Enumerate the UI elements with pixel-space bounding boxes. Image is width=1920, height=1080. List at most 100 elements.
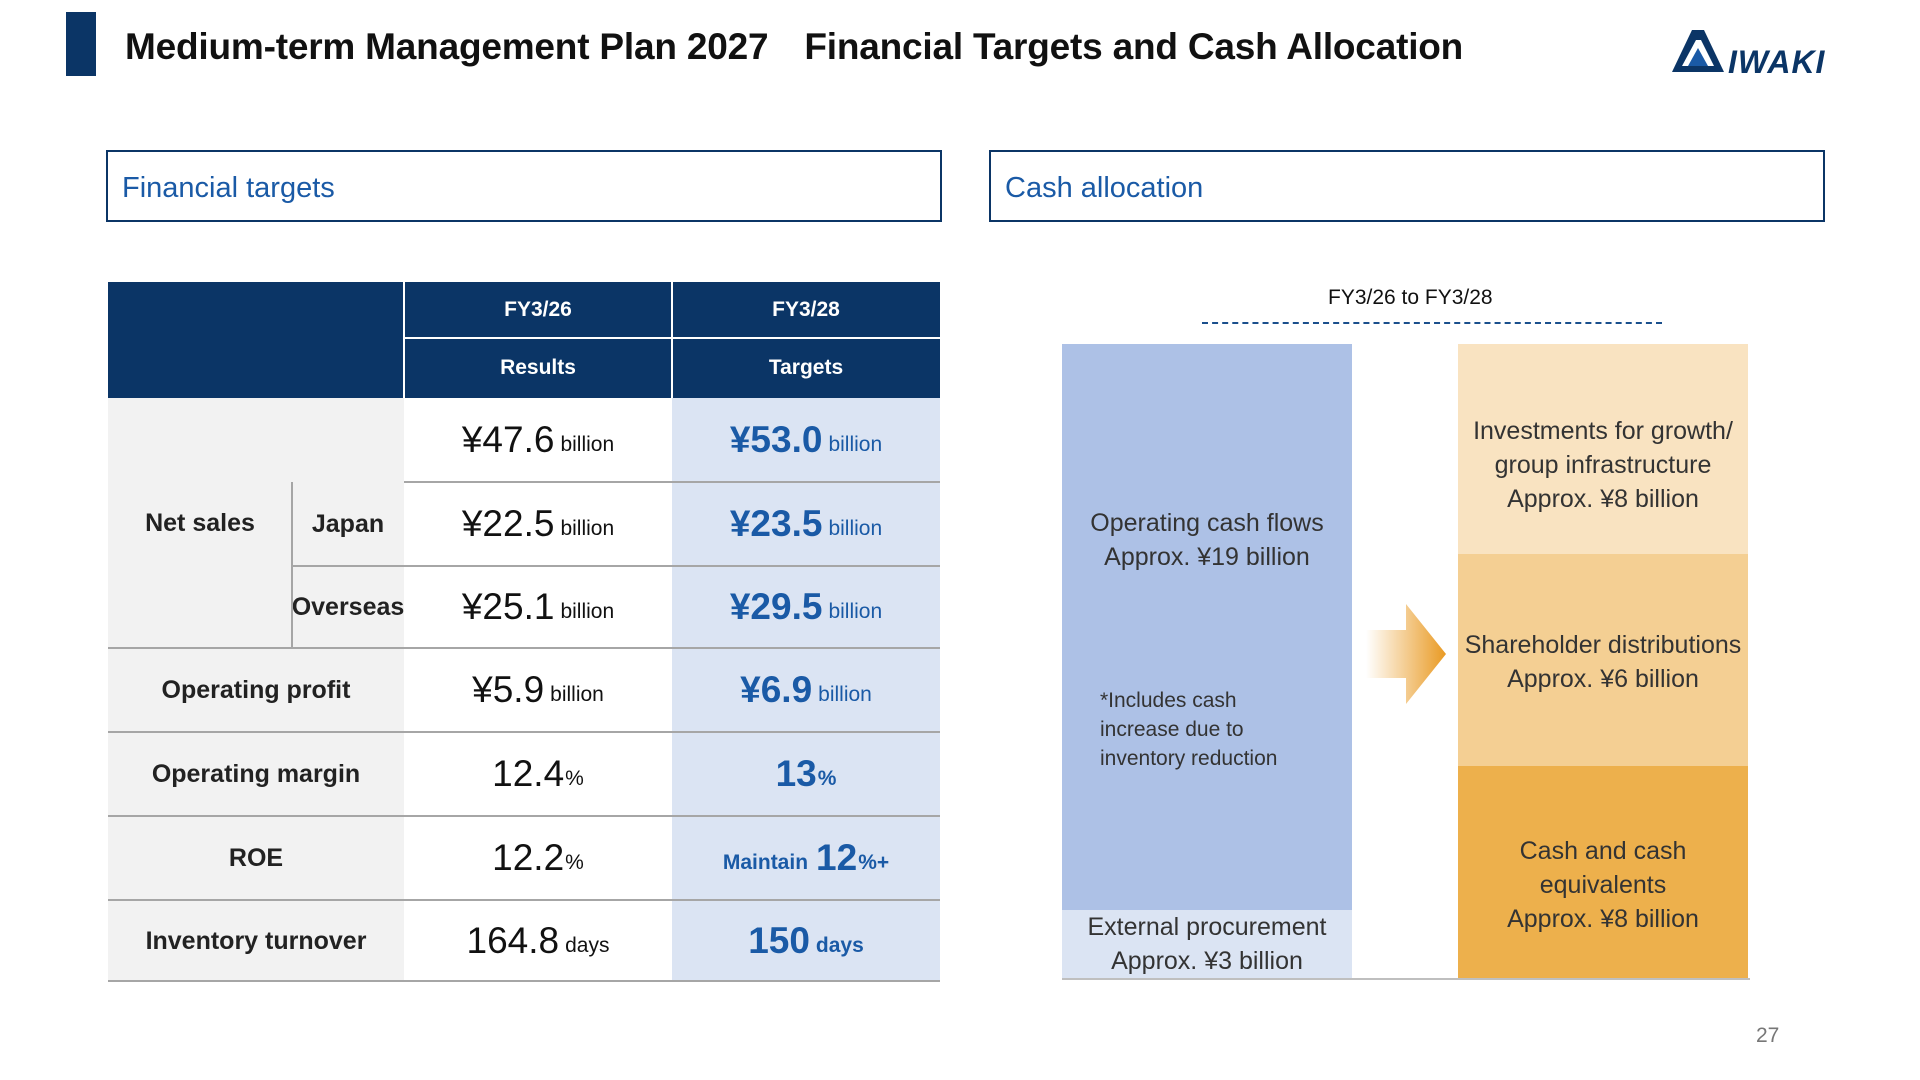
external-procurement-label: External procurement: [1087, 913, 1327, 941]
investments-block: Investments for growth/ group infrastruc…: [1458, 344, 1748, 554]
page-number: 27: [1756, 1024, 1780, 1047]
unit: days: [565, 934, 610, 957]
note-line: increase due to: [1100, 718, 1244, 741]
unit: %: [817, 767, 837, 790]
cash-equivalents-line-1: Cash and cash: [1519, 837, 1687, 865]
unit: billion: [828, 600, 883, 623]
value: ¥53.0: [729, 419, 823, 460]
external-procurement-amount: Approx. ¥3 billion: [1111, 947, 1303, 975]
inventory-note: *Includes cash increase due to inventory…: [1100, 686, 1277, 773]
title-accent-bar: [66, 12, 96, 76]
col-divider-sublabel: [291, 482, 293, 648]
row-label-roe: ROE: [108, 816, 404, 900]
overseas-sales-result: ¥25.1 billion: [404, 566, 672, 648]
operating-cf-amount: Approx. ¥19 billion: [1104, 543, 1310, 571]
value: ¥22.5: [461, 503, 555, 544]
value: ¥6.9: [740, 669, 813, 710]
inventory-turnover-result: 164.8 days: [404, 900, 672, 982]
value: ¥29.5: [729, 586, 823, 627]
col-header-kind-1: Results: [404, 338, 672, 398]
logo-text: IWAKI: [1728, 44, 1826, 80]
logo-triangle-icon: [1672, 30, 1724, 72]
operating-profit-target: ¥6.9 billion: [672, 648, 940, 732]
investments-line-2: group infrastructure: [1494, 451, 1712, 479]
value: ¥23.5: [729, 503, 823, 544]
title-part-1: Medium-term Management Plan 2027: [125, 26, 769, 67]
inventory-turnover-target: 150 days: [672, 900, 940, 982]
value: 12.4: [492, 753, 565, 794]
page-title: Medium-term Management Plan 2027 Financia…: [125, 26, 1463, 68]
external-procurement-block: External procurement Approx. ¥3 billion: [1062, 910, 1352, 978]
value: 12.2: [492, 837, 565, 878]
allocation-arrow-icon: [1366, 604, 1446, 704]
row-divider: [108, 815, 940, 817]
overseas-sales-target: ¥29.5 billion: [672, 566, 940, 648]
operating-cf-label: Operating cash flows: [1090, 509, 1324, 537]
cash-equivalents-block: Cash and cash equivalents Approx. ¥8 bil…: [1458, 766, 1748, 978]
value: 12: [816, 837, 858, 878]
company-logo: IWAKI: [1668, 28, 1858, 80]
unit: billion: [828, 517, 883, 540]
unit: billion: [828, 433, 883, 456]
period-range-label: FY3/26 to FY3/28: [1328, 286, 1493, 309]
value: ¥47.6: [461, 419, 555, 460]
unit: billion: [550, 683, 604, 706]
net-sales-target: ¥53.0 billion: [672, 398, 940, 482]
japan-sales-result: ¥22.5 billion: [404, 482, 672, 566]
row-divider: [108, 899, 940, 901]
unit: billion: [560, 600, 615, 623]
roe-result: 12.2%: [404, 816, 672, 900]
operating-cash-flows-block: Operating cash flows Approx. ¥19 billion: [1062, 344, 1352, 910]
prefix: Maintain: [722, 851, 809, 874]
unit: days: [815, 934, 864, 957]
col-header-period-1: FY3/26: [404, 282, 672, 338]
row-divider: [404, 481, 940, 483]
row-divider: [108, 731, 940, 733]
period-range-dashed-line: [1202, 322, 1662, 324]
operating-margin-target: 13%: [672, 732, 940, 816]
row-sublabel-total: [292, 398, 404, 482]
investments-amount: Approx. ¥8 billion: [1507, 485, 1699, 513]
shareholder-amount: Approx. ¥6 billion: [1507, 665, 1699, 693]
unit: %: [565, 851, 584, 874]
row-label-operating-profit: Operating profit: [108, 648, 404, 732]
table-bottom-border: [108, 980, 940, 982]
col-header-kind-2: Targets: [672, 338, 940, 398]
unit: %: [565, 767, 584, 790]
value: 13: [775, 753, 817, 794]
unit: %+: [858, 851, 890, 874]
row-divider: [108, 647, 940, 649]
cash-equivalents-amount: Approx. ¥8 billion: [1507, 905, 1699, 933]
financial-targets-heading-box: Financial targets: [106, 150, 942, 222]
value: 150: [748, 920, 810, 961]
investments-line-1: Investments for growth/: [1473, 417, 1733, 445]
roe-target: Maintain 12 %+: [672, 816, 940, 900]
japan-sales-target: ¥23.5 billion: [672, 482, 940, 566]
header-col-divider-2: [671, 282, 673, 398]
shareholder-label: Shareholder distributions: [1464, 631, 1742, 659]
title-part-2: Financial Targets and Cash Allocation: [804, 26, 1464, 67]
row-divider: [292, 565, 940, 567]
value: 164.8: [466, 920, 560, 961]
net-sales-result: ¥47.6 billion: [404, 398, 672, 482]
value: ¥5.9: [472, 669, 545, 710]
header-col-divider-1: [403, 282, 405, 398]
chart-baseline: [1062, 978, 1750, 980]
row-sublabel-japan: Japan: [292, 482, 404, 566]
row-sublabel-overseas: Overseas: [292, 566, 404, 648]
unit: billion: [818, 683, 872, 706]
unit: billion: [560, 517, 615, 540]
cash-allocation-heading: Cash allocation: [1005, 172, 1204, 204]
row-label-net-sales: Net sales: [108, 398, 292, 648]
note-line: inventory reduction: [1100, 747, 1278, 770]
operating-margin-result: 12.4%: [404, 732, 672, 816]
col-header-period-2: FY3/28: [672, 282, 940, 338]
value: ¥25.1: [461, 586, 555, 627]
cash-allocation-heading-box: Cash allocation: [989, 150, 1825, 222]
table-corner-header: [108, 282, 404, 398]
operating-profit-result: ¥5.9 billion: [404, 648, 672, 732]
unit: billion: [560, 433, 615, 456]
shareholder-distributions-block: Shareholder distributions Approx. ¥6 bil…: [1458, 554, 1748, 766]
cash-equivalents-line-2: equivalents: [1539, 871, 1667, 899]
financial-targets-heading: Financial targets: [122, 172, 335, 204]
